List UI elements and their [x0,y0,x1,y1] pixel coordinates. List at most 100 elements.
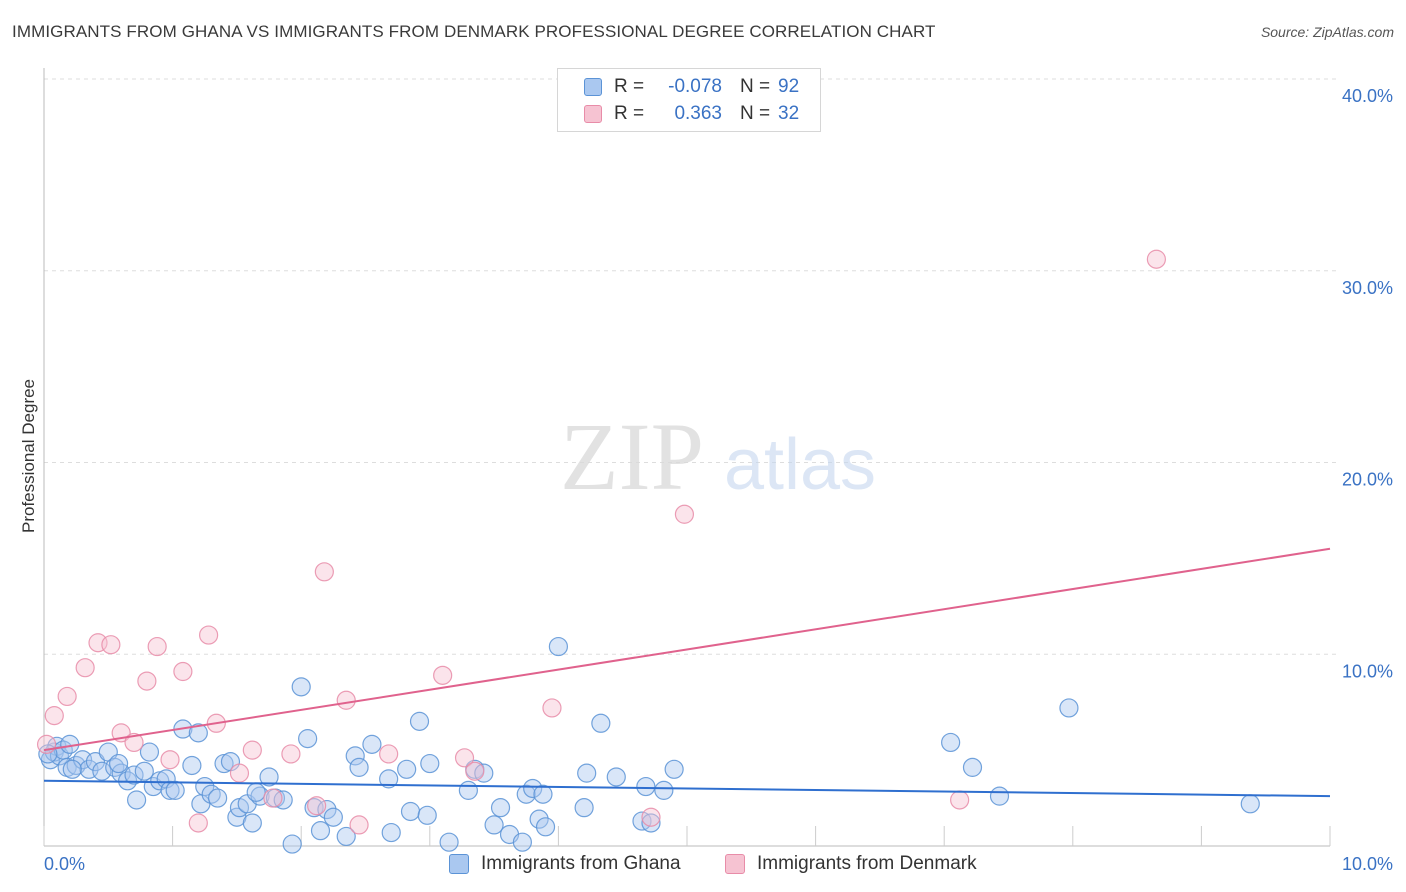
ghana-point [379,769,399,789]
ghana-point [282,834,302,854]
denmark-point [314,562,334,582]
ghana-point [439,832,459,852]
legend-n-value: 32 [778,103,800,124]
watermark: ZIP atlas [560,403,876,510]
ghana-point [298,729,318,749]
ghana-point [529,809,549,829]
ghana-point [349,757,369,777]
legend-swatch-denmark [584,105,602,123]
ghana-point [636,776,656,797]
denmark-point [173,661,193,682]
y-tick-label: 40.0% [1342,86,1393,106]
legend-n-label: N = [740,76,771,97]
denmark-point [542,698,562,718]
denmark-point [379,744,399,764]
denmark-point [336,690,356,710]
denmark-point [281,744,301,764]
ghana-point [1240,794,1260,814]
ghana-trend-line [43,779,1331,798]
ghana-point [417,805,437,825]
denmark-point [349,815,369,835]
denmark-point [229,763,250,783]
ghana-point [420,753,440,774]
ghana-point [941,732,961,753]
x-tick-label-min: 0.0% [44,854,85,874]
ghana-point [108,753,129,774]
ghana-point [535,817,556,837]
legend-swatch-ghana [584,78,602,96]
y-tick-label: 20.0% [1342,470,1393,490]
ghana-point [654,780,674,800]
ghana-point [400,801,421,822]
denmark-point [147,636,167,657]
ghana-point [92,761,112,781]
ghana-point [362,734,382,754]
y-tick-labels: 10.0% 20.0% 30.0% 40.0% [1342,86,1393,681]
watermark-atlas: atlas [724,425,876,505]
y-axis-label: Professional Degree [19,379,38,533]
bottom-legend-ghana: Immigrants from Ghana [449,851,681,877]
gridlines [44,78,1340,655]
legend-n-value: 92 [778,76,800,97]
y-tick-label: 30.0% [1342,278,1393,298]
ghana-point [523,778,543,799]
denmark-point [44,706,64,726]
denmark-trend-line [43,547,1331,752]
denmark-point [433,665,453,685]
ghana-point [124,765,144,785]
ghana-point [490,798,511,818]
y-tick-label: 10.0% [1342,661,1393,681]
bottom-legend-denmark: Immigrants from Denmark [725,851,977,877]
ghana-point [208,788,228,808]
chart-title: IMMIGRANTS FROM GHANA VS IMMIGRANTS FROM… [12,22,936,41]
ghana-point [139,742,160,762]
ghana-point [641,813,661,833]
x-axis-ticks [43,826,1331,846]
denmark-point [1146,249,1166,269]
denmark-point [950,790,970,810]
legend-r-label: R = [614,76,645,97]
ghana-point [962,757,983,777]
ghana-point [397,759,417,779]
denmark-point [137,671,157,691]
bottom-legend-label-ghana: Immigrants from Ghana [481,853,681,874]
denmark-point [307,796,327,816]
ghana-point [246,782,266,802]
ghana-point [574,798,594,818]
ghana-point [291,677,311,697]
ghana-point [548,636,569,657]
ghana-point [134,761,154,781]
ghana-point [317,799,337,820]
legend: R = -0.078 N = 92 R = 0.363 N = 32 [557,68,821,132]
ghana-point [381,822,401,843]
denmark-point [263,788,283,808]
x-tick-label-max: 10.0% [1342,854,1393,874]
ghana-points [38,636,1260,854]
ghana-point [484,815,504,835]
legend-r-value: 0.363 [674,103,722,124]
denmark-points [36,249,1166,835]
denmark-point [454,748,475,768]
ghana-point [606,767,626,787]
denmark-point [101,635,121,655]
ghana-point [242,813,262,833]
watermark-zip: ZIP [560,403,704,510]
denmark-point [57,686,77,707]
legend-n-label: N = [740,103,771,124]
denmark-point [124,732,144,753]
ghana-point [182,755,202,776]
ghana-point [345,746,365,766]
denmark-point [188,813,208,833]
ghana-point [188,723,208,743]
ghana-point [310,821,331,841]
ghana-point [1059,698,1079,718]
ghana-point [323,807,343,827]
ghana-point [989,786,1010,806]
legend-r-value: -0.078 [668,76,722,97]
legend-row-ghana: R = -0.078 N = 92 [558,74,799,100]
ghana-point [591,713,611,733]
denmark-point [641,807,661,827]
ghana-point [458,780,478,800]
bottom-legend-swatch-denmark [725,854,745,874]
ghana-point [533,784,553,804]
